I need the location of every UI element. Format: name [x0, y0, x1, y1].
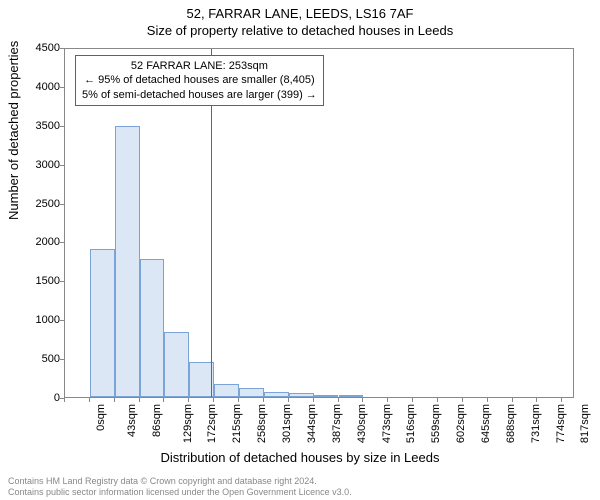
x-tick-mark: [338, 398, 339, 402]
reference-callout: 52 FARRAR LANE: 253sqm ← 95% of detached…: [75, 55, 324, 106]
x-tick-label: 516sqm: [406, 404, 418, 443]
histogram-bar: [289, 393, 314, 397]
y-tick-label: 2000: [24, 236, 60, 248]
x-tick-mark: [114, 398, 115, 402]
x-tick-mark: [213, 398, 214, 402]
callout-larger-pct: 5% of semi-detached houses are larger (3…: [82, 88, 317, 102]
chart-title-sub: Size of property relative to detached ho…: [0, 21, 600, 42]
x-tick-mark: [288, 398, 289, 402]
footer-line-2: Contains public sector information licen…: [8, 487, 352, 498]
histogram-bar: [115, 126, 140, 397]
attribution-footer: Contains HM Land Registry data © Crown c…: [8, 476, 352, 498]
histogram-bar: [164, 332, 189, 397]
y-tick-mark: [60, 359, 64, 360]
y-tick-label: 0: [24, 392, 60, 404]
x-tick-label: 817sqm: [580, 404, 592, 443]
histogram-bar: [264, 392, 289, 397]
x-axis-label: Distribution of detached houses by size …: [0, 450, 600, 465]
x-tick-mark: [362, 398, 363, 402]
x-tick-label: 258sqm: [256, 404, 268, 443]
y-tick-label: 4500: [24, 42, 60, 54]
y-tick-mark: [60, 281, 64, 282]
x-tick-label: 43sqm: [126, 404, 138, 437]
y-tick-label: 500: [24, 353, 60, 365]
histogram-bar: [314, 395, 339, 397]
y-tick-label: 1000: [24, 314, 60, 326]
x-tick-mark: [139, 398, 140, 402]
y-tick-mark: [60, 320, 64, 321]
x-tick-mark: [163, 398, 164, 402]
y-tick-label: 4000: [24, 81, 60, 93]
x-tick-mark: [188, 398, 189, 402]
x-tick-mark: [487, 398, 488, 402]
x-tick-mark: [238, 398, 239, 402]
y-tick-label: 1500: [24, 275, 60, 287]
histogram-bar: [339, 395, 364, 397]
x-tick-mark: [387, 398, 388, 402]
y-axis-label: Number of detached properties: [6, 41, 21, 220]
x-tick-label: 774sqm: [555, 404, 567, 443]
x-tick-label: 645sqm: [480, 404, 492, 443]
x-tick-label: 344sqm: [306, 404, 318, 443]
histogram-bar: [239, 388, 264, 397]
x-tick-mark: [437, 398, 438, 402]
y-tick-mark: [60, 48, 64, 49]
y-tick-mark: [60, 126, 64, 127]
y-tick-mark: [60, 165, 64, 166]
y-tick-label: 2500: [24, 198, 60, 210]
x-tick-label: 129sqm: [182, 404, 194, 443]
y-tick-label: 3500: [24, 120, 60, 132]
x-tick-mark: [313, 398, 314, 402]
x-tick-mark: [512, 398, 513, 402]
x-tick-label: 0sqm: [95, 404, 107, 431]
x-tick-mark: [536, 398, 537, 402]
x-tick-label: 172sqm: [207, 404, 219, 443]
x-tick-mark: [561, 398, 562, 402]
x-tick-label: 559sqm: [430, 404, 442, 443]
chart-plot-area: 52 FARRAR LANE: 253sqm ← 95% of detached…: [64, 48, 574, 398]
footer-line-1: Contains HM Land Registry data © Crown c…: [8, 476, 352, 487]
histogram-bar: [140, 259, 165, 397]
callout-property-size: 52 FARRAR LANE: 253sqm: [82, 59, 317, 73]
x-tick-mark: [89, 398, 90, 402]
x-tick-label: 86sqm: [151, 404, 163, 437]
callout-smaller-pct: ← 95% of detached houses are smaller (8,…: [82, 73, 317, 87]
histogram-bar: [90, 249, 115, 397]
chart-title-main: 52, FARRAR LANE, LEEDS, LS16 7AF: [0, 0, 600, 21]
x-tick-mark: [263, 398, 264, 402]
x-tick-label: 301sqm: [281, 404, 293, 443]
x-tick-label: 688sqm: [505, 404, 517, 443]
x-tick-label: 387sqm: [331, 404, 343, 443]
x-tick-label: 731sqm: [530, 404, 542, 443]
x-tick-label: 215sqm: [231, 404, 243, 443]
y-tick-mark: [60, 87, 64, 88]
histogram-bar: [214, 384, 239, 397]
x-tick-label: 602sqm: [455, 404, 467, 443]
y-tick-mark: [60, 204, 64, 205]
x-tick-mark: [64, 398, 65, 402]
y-tick-label: 3000: [24, 159, 60, 171]
x-tick-label: 473sqm: [381, 404, 393, 443]
x-tick-mark: [412, 398, 413, 402]
x-tick-mark: [462, 398, 463, 402]
x-tick-label: 430sqm: [356, 404, 368, 443]
y-tick-mark: [60, 242, 64, 243]
